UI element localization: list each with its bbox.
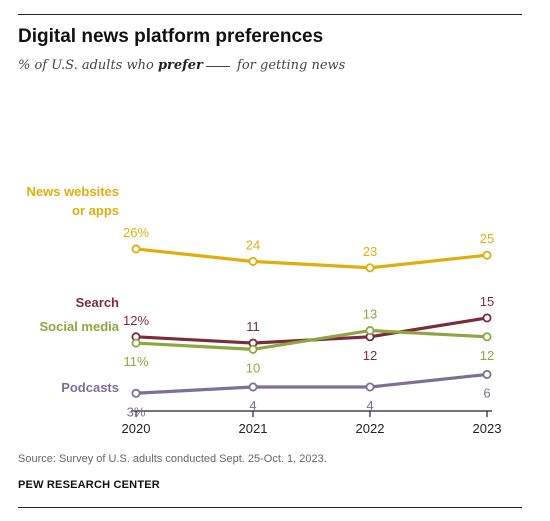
series-label-search: Search xyxy=(76,295,119,310)
x-tick-label-2021: 2021 xyxy=(239,421,268,436)
point-podcasts-2020 xyxy=(131,388,141,398)
point-news-websites-or-apps-2021 xyxy=(248,256,258,266)
data-label-news-websites-or-apps-2022: 23 xyxy=(363,244,377,259)
bottom-rule xyxy=(18,507,522,508)
point-social-media-2023 xyxy=(482,332,492,342)
top-rule xyxy=(18,14,522,15)
data-label-search-2021: 11 xyxy=(246,319,260,334)
data-label-podcasts-2023: 6 xyxy=(483,385,490,400)
data-label-podcasts-2020: 3% xyxy=(127,404,146,419)
data-label-podcasts-2022: 4 xyxy=(366,398,373,413)
data-label-search-2023: 15 xyxy=(480,294,494,309)
series-label-news-websites-or-apps-line-1: News websites xyxy=(27,184,120,199)
point-podcasts-2021 xyxy=(248,382,258,392)
chart-subtitle: % of U.S. adults who prefer for getting … xyxy=(18,58,345,73)
source-note: Source: Survey of U.S. adults conducted … xyxy=(18,453,327,465)
subtitle-pre: % of U.S. adults who xyxy=(18,58,158,73)
series-line-social-media xyxy=(134,328,489,351)
series-label-podcasts: Podcasts xyxy=(61,380,119,395)
point-social-media-2022 xyxy=(365,326,375,336)
data-label-news-websites-or-apps-2023: 25 xyxy=(480,231,494,246)
chart-title: Digital news platform preferences xyxy=(18,26,324,47)
point-news-websites-or-apps-2023 xyxy=(482,250,492,260)
data-label-social-media-2023: 12 xyxy=(480,348,494,363)
data-label-social-media-2020: 11% xyxy=(123,354,148,369)
point-news-websites-or-apps-2022 xyxy=(365,263,375,273)
data-label-search-2022: 12 xyxy=(363,348,377,363)
series-label-news-websites-or-apps-line-2: or apps xyxy=(72,203,119,218)
data-label-news-websites-or-apps-2020: 26% xyxy=(123,225,149,240)
data-label-social-media-2022: 13 xyxy=(363,307,377,322)
x-tick-label-2023: 2023 xyxy=(473,421,502,436)
organization-name: PEW RESEARCH CENTER xyxy=(18,479,160,491)
data-label-social-media-2021: 10 xyxy=(246,360,260,375)
point-search-2023 xyxy=(482,313,492,323)
x-tick-label-2022: 2022 xyxy=(356,421,385,436)
point-social-media-2020 xyxy=(131,338,141,348)
data-label-news-websites-or-apps-2021: 24 xyxy=(246,237,260,252)
subtitle-blank xyxy=(205,66,230,67)
subtitle-post: for getting news xyxy=(232,58,346,73)
point-podcasts-2023 xyxy=(482,369,492,379)
data-label-search-2020: 12% xyxy=(123,313,149,328)
series-line-news-websites-or-apps xyxy=(134,247,489,270)
series-label-social-media: Social media xyxy=(40,319,120,334)
subtitle-emphasis: prefer xyxy=(157,58,203,73)
point-podcasts-2022 xyxy=(365,382,375,392)
series-line-podcasts xyxy=(134,372,489,395)
x-tick-label-2020: 2020 xyxy=(122,421,151,436)
point-social-media-2021 xyxy=(248,344,258,354)
data-label-podcasts-2021: 4 xyxy=(249,398,256,413)
point-news-websites-or-apps-2020 xyxy=(131,244,141,254)
